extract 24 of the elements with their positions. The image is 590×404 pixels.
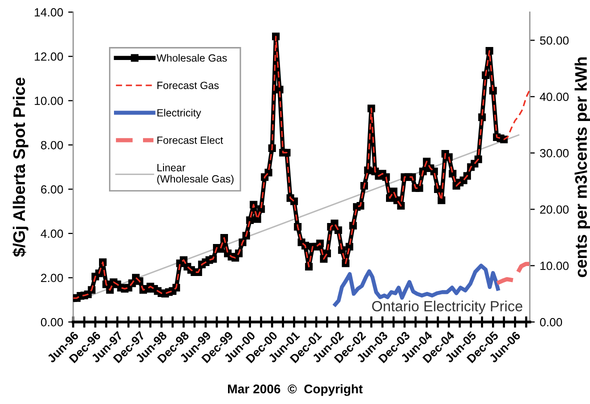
annotation: Ontario Electricity Price: [372, 300, 522, 314]
y2-tick-label: 10.00: [540, 262, 569, 270]
y2-tick-label: 50.00: [540, 36, 569, 45]
legend-label: Linear (Wholesale Gas): [157, 164, 234, 185]
y-axis-title: $/Gj Alberta Spot Price: [12, 78, 28, 257]
y2-tick-label: 40.00: [540, 92, 569, 102]
y-tick-label: 8.00: [40, 140, 63, 150]
line-series: [495, 262, 530, 286]
y2-axis-title: cents per m3\cents per kWh: [574, 57, 590, 278]
y-tick-label: 0.00: [40, 318, 63, 326]
y2-tick-label: 30.00: [540, 149, 569, 158]
y-tick-label: 2.00: [41, 274, 63, 282]
text: Mar 2006 © Copyright: [228, 384, 363, 396]
legend-label: Wholesale Gas: [156, 54, 227, 62]
y-tick-label: 4.00: [40, 229, 63, 238]
y-tick-label: 10.00: [34, 96, 63, 106]
legend-label: Forecast Gas: [157, 82, 219, 90]
y-tick-label: 6.00: [41, 185, 63, 194]
y2-tick-label: 0.00: [540, 318, 562, 326]
legend-label: Electricity: [157, 108, 202, 119]
y2-tick-label: 20.00: [540, 205, 569, 214]
legend-label: Forecast Elect: [157, 136, 224, 144]
y-tick-label: 14.00: [34, 8, 63, 17]
y-tick-label: 12.00: [34, 52, 63, 61]
